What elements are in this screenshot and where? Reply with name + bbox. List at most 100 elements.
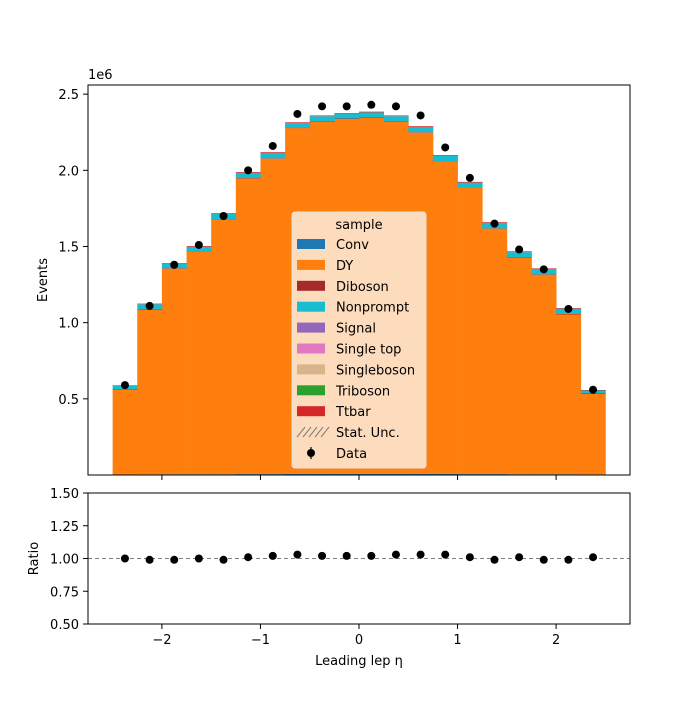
legend: sample Conv DY Diboson Nonprompt Signal Single… bbox=[291, 211, 427, 469]
ratio-xtick-label-3: 1 bbox=[453, 633, 461, 648]
bar-dy-bin-2 bbox=[161, 268, 187, 475]
data-point-1 bbox=[145, 301, 154, 310]
ratio-point-12 bbox=[416, 550, 425, 559]
legend-label-stat-unc: Stat. Unc. bbox=[336, 426, 400, 441]
bar-dy-bin-18 bbox=[556, 314, 582, 475]
legend-swatch-conv bbox=[297, 239, 325, 249]
bar-conv-bin-11 bbox=[383, 473, 409, 475]
ratio-point-8 bbox=[318, 551, 327, 560]
bar-nonprompt-bin-13 bbox=[432, 155, 458, 162]
legend-swatch-single-top bbox=[297, 343, 325, 354]
data-point-16 bbox=[515, 245, 524, 254]
data-point-6 bbox=[268, 141, 277, 150]
hatch-line-1 bbox=[302, 426, 312, 438]
ratio-y-axis-label: Ratio bbox=[27, 542, 42, 575]
bar-dy-bin-16 bbox=[506, 257, 532, 475]
bar-ttbar-bin-7 bbox=[285, 122, 311, 124]
ratio-point-6 bbox=[268, 551, 277, 560]
ratio-point-17 bbox=[539, 555, 548, 564]
y-scale-label: 1e6 bbox=[88, 68, 113, 83]
main-ytick-label-1: 1.0 bbox=[58, 317, 79, 332]
data-point-18 bbox=[564, 304, 573, 313]
ratio-xtick-label-4: 2 bbox=[552, 633, 560, 648]
bar-nonprompt-bin-12 bbox=[408, 126, 434, 133]
bar-ttbar-bin-9 bbox=[334, 113, 360, 114]
bar-dy-bin-19 bbox=[580, 393, 606, 475]
bar-dy-bin-3 bbox=[186, 251, 212, 475]
bar-conv-bin-7 bbox=[285, 473, 311, 475]
hatch-line-4 bbox=[320, 426, 330, 438]
bar-nonprompt-bin-11 bbox=[383, 116, 409, 122]
legend-label-data: Data bbox=[336, 447, 367, 462]
legend-swatch-dy bbox=[297, 259, 325, 270]
ratio-point-7 bbox=[293, 550, 302, 559]
bar-diboson-bin-6 bbox=[260, 158, 286, 159]
bar-dy-bin-5 bbox=[235, 178, 261, 475]
bar-dy-bin-4 bbox=[211, 219, 237, 475]
legend-label-singleboson: Singleboson bbox=[336, 363, 415, 378]
bar-diboson-bin-10 bbox=[359, 116, 385, 118]
legend-swatch-diboson bbox=[297, 280, 325, 291]
main-ytick-label-3: 2.0 bbox=[58, 164, 79, 179]
ratio-point-5 bbox=[244, 553, 253, 562]
legend-label-single-top: Single top bbox=[336, 343, 401, 358]
x-axis-label: Leading lep η bbox=[315, 654, 403, 669]
bar-diboson-bin-12 bbox=[408, 132, 434, 133]
bar-diboson-bin-7 bbox=[285, 127, 311, 129]
data-point-14 bbox=[465, 173, 474, 182]
data-point-17 bbox=[539, 265, 548, 274]
bar-diboson-bin-0 bbox=[112, 389, 138, 390]
ratio-point-15 bbox=[490, 555, 499, 564]
bar-nonprompt-bin-8 bbox=[309, 116, 335, 122]
main-ytick-label-0: 0.5 bbox=[58, 393, 79, 408]
data-point-7 bbox=[293, 109, 302, 118]
bar-dy-bin-0 bbox=[112, 389, 138, 475]
bar-ttbar-bin-6 bbox=[260, 152, 286, 153]
data-point-9 bbox=[342, 102, 351, 111]
ratio-xtick-label-2: 0 bbox=[355, 633, 363, 648]
data-point-10 bbox=[367, 100, 376, 109]
bar-ttbar-bin-11 bbox=[383, 115, 409, 117]
bar-diboson-bin-14 bbox=[457, 187, 483, 188]
main-ytick-label-2: 1.5 bbox=[58, 240, 79, 255]
bar-ttbar-bin-12 bbox=[408, 126, 434, 127]
data-point-13 bbox=[441, 143, 450, 152]
legend-label-conv: Conv bbox=[336, 238, 369, 253]
data-point-0 bbox=[120, 381, 129, 390]
bar-diboson-bin-8 bbox=[309, 121, 335, 123]
hatch-line-2 bbox=[308, 426, 318, 438]
bar-nonprompt-bin-3 bbox=[186, 246, 212, 252]
bar-ttbar-bin-14 bbox=[457, 181, 483, 183]
bar-nonprompt-bin-16 bbox=[506, 252, 532, 258]
ratio-point-2 bbox=[170, 555, 179, 564]
bar-dy-bin-14 bbox=[457, 187, 483, 475]
main-ytick-label-4: 2.5 bbox=[58, 88, 79, 103]
bar-ttbar-bin-13 bbox=[432, 155, 458, 156]
ratio-axes-frame bbox=[87, 492, 631, 625]
bar-conv-bin-12 bbox=[408, 473, 434, 475]
legend-box bbox=[291, 211, 427, 469]
data-point-15 bbox=[490, 219, 499, 228]
bar-dy-bin-1 bbox=[137, 309, 163, 475]
bar-diboson-bin-11 bbox=[383, 121, 409, 123]
bar-conv-bin-13 bbox=[432, 473, 458, 475]
bar-diboson-bin-17 bbox=[531, 274, 557, 275]
ratio-ytick-label-3: 1.25 bbox=[50, 520, 79, 535]
data-point-3 bbox=[194, 240, 203, 249]
legend-label-ttbar: Ttbar bbox=[335, 405, 371, 420]
data-point-12 bbox=[416, 111, 425, 120]
bar-diboson-bin-19 bbox=[580, 393, 606, 394]
ratio-ytick-label-0: 0.50 bbox=[50, 618, 79, 633]
ratio-xtick-label-1: −1 bbox=[251, 633, 270, 648]
legend-swatch-singleboson bbox=[297, 364, 325, 375]
bar-diboson-bin-3 bbox=[186, 251, 212, 252]
data-point-11 bbox=[391, 102, 400, 111]
ratio-ytick-label-2: 1.00 bbox=[50, 553, 79, 568]
legend-label-signal: Signal bbox=[336, 322, 376, 337]
data-point-5 bbox=[244, 166, 253, 175]
ratio-point-4 bbox=[219, 555, 228, 564]
main-panel: 0.5 1.0 1.5 2.0 2.5 1e6 Events bbox=[36, 68, 631, 480]
bar-dy-bin-17 bbox=[531, 274, 557, 475]
bar-dy-bin-13 bbox=[432, 161, 458, 474]
